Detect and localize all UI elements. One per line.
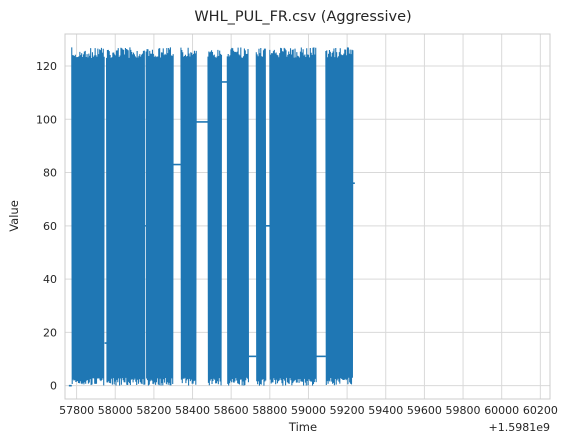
- plot-frame: [64, 33, 551, 400]
- x-tick-label: 59800: [446, 404, 481, 417]
- y-tick-label: 20: [43, 326, 57, 339]
- y-tick-label: 0: [50, 380, 57, 393]
- y-axis-label: Value: [7, 200, 21, 232]
- x-tick-label: 57800: [59, 404, 94, 417]
- x-tick-label: 58200: [136, 404, 171, 417]
- series-oscillating-segment: [145, 47, 174, 386]
- chart-title: WHL_PUL_FR.csv (Aggressive): [194, 9, 411, 25]
- x-axis-offset-label: +1.5981e9: [489, 421, 550, 434]
- x-axis-label: Time: [288, 420, 317, 434]
- x-tick-label: 58400: [175, 404, 210, 417]
- y-tick-label: 40: [43, 273, 57, 286]
- series-oscillating-segment: [255, 48, 267, 386]
- plot-area: [68, 47, 355, 387]
- x-tick-label: 59600: [407, 404, 442, 417]
- x-tick-label: 60200: [523, 404, 558, 417]
- series-oscillating-segment: [105, 47, 146, 386]
- series-oscillating-segment: [226, 47, 250, 386]
- x-tick-label: 59400: [368, 404, 403, 417]
- series-oscillating-segment: [325, 47, 354, 386]
- x-tick-label: 58600: [214, 404, 249, 417]
- x-tick-label: 59000: [291, 404, 326, 417]
- x-tick-label: 60000: [484, 404, 519, 417]
- tick-label-layer: 0 20 40 60 80 100 120 57800 58000 58200 58400 58600…: [36, 60, 558, 417]
- y-tick-label: 80: [43, 167, 57, 180]
- series-oscillating-segment: [180, 47, 197, 386]
- series-oscillating-segment: [207, 49, 223, 386]
- y-tick-label: 60: [43, 220, 57, 233]
- y-tick-label: 120: [36, 60, 57, 73]
- series-oscillating-segment: [269, 47, 317, 386]
- series-oscillating-segment: [71, 47, 105, 386]
- x-tick-label: 58800: [252, 404, 287, 417]
- x-tick-label: 58000: [98, 404, 133, 417]
- x-tick-label: 59200: [330, 404, 365, 417]
- y-tick-label: 100: [36, 113, 57, 126]
